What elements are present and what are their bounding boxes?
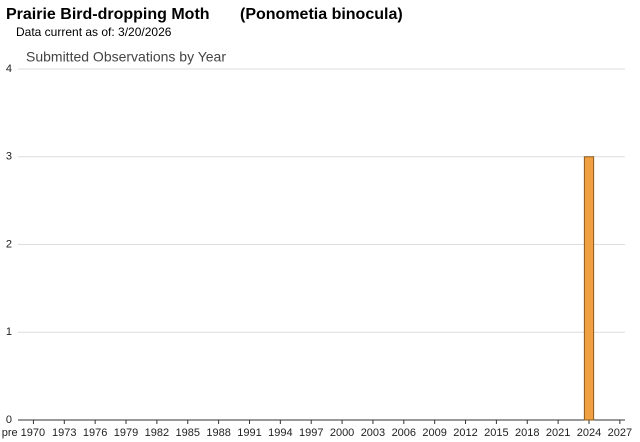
x-tick-label: pre 1970 (2, 427, 45, 439)
y-tick-label: 3 (6, 151, 12, 163)
y-tick-label: 0 (6, 414, 12, 426)
scientific-name: (Ponometia binocula) (240, 6, 403, 23)
x-tick-label: 1994 (268, 427, 292, 439)
y-tick-label: 1 (6, 326, 12, 338)
x-tick-label: 2003 (361, 427, 385, 439)
x-tick-label: 2000 (330, 427, 354, 439)
x-tick-label: 2015 (484, 427, 508, 439)
chart-title: Prairie Bird-dropping Moth (6, 6, 210, 23)
x-tick-label: 1979 (114, 427, 138, 439)
x-tick-label: 1988 (206, 427, 230, 439)
x-tick-label: 2012 (453, 427, 477, 439)
x-tick-label: 1976 (83, 427, 107, 439)
x-tick-label: 2006 (392, 427, 416, 439)
x-tick-label: 1985 (176, 427, 200, 439)
x-tick-label: 2018 (515, 427, 539, 439)
x-tick-label: 2024 (577, 427, 601, 439)
x-tick-label: 1973 (52, 427, 76, 439)
plot-title: Submitted Observations by Year (26, 49, 226, 65)
bar (583, 156, 595, 421)
y-tick-label: 2 (6, 238, 12, 250)
x-tick-label: 2021 (546, 427, 570, 439)
x-tick-label: 2009 (422, 427, 446, 439)
y-tick-label: 4 (6, 63, 12, 75)
x-tick-label: 2027 (608, 427, 632, 439)
x-tick-label: 1997 (299, 427, 323, 439)
subtitle: Data current as of: 3/20/2026 (16, 25, 172, 39)
x-tick-label: 1982 (145, 427, 169, 439)
x-tick-label: 1991 (237, 427, 261, 439)
